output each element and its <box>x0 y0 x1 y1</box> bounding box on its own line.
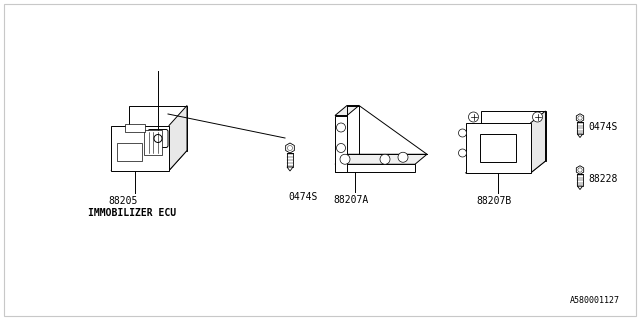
Text: 88205: 88205 <box>108 196 138 206</box>
Text: 0474S: 0474S <box>588 122 618 132</box>
Circle shape <box>287 146 292 150</box>
Circle shape <box>380 154 390 164</box>
Circle shape <box>398 152 408 162</box>
Polygon shape <box>129 106 187 150</box>
FancyBboxPatch shape <box>148 130 168 148</box>
Polygon shape <box>577 134 582 138</box>
Polygon shape <box>287 167 293 171</box>
Polygon shape <box>335 106 359 116</box>
Circle shape <box>578 168 582 172</box>
Circle shape <box>578 116 582 120</box>
Bar <box>117 142 142 161</box>
Circle shape <box>154 134 162 142</box>
Circle shape <box>337 143 346 153</box>
Circle shape <box>458 129 467 137</box>
Polygon shape <box>577 186 582 189</box>
Bar <box>125 124 145 132</box>
Polygon shape <box>347 106 427 162</box>
Circle shape <box>337 123 346 132</box>
Bar <box>577 174 582 186</box>
Text: 88228: 88228 <box>588 174 618 184</box>
Polygon shape <box>111 150 187 171</box>
Circle shape <box>468 112 479 122</box>
Polygon shape <box>335 164 415 172</box>
Text: 0474S: 0474S <box>288 192 317 202</box>
Text: 88207A: 88207A <box>333 195 368 205</box>
Polygon shape <box>285 143 294 153</box>
Bar <box>577 122 582 134</box>
Polygon shape <box>111 125 169 171</box>
Circle shape <box>340 154 350 164</box>
Bar <box>144 130 162 155</box>
Polygon shape <box>576 166 584 174</box>
Polygon shape <box>576 114 584 122</box>
Text: IMMOBILIZER ECU: IMMOBILIZER ECU <box>88 208 176 218</box>
Polygon shape <box>169 106 187 171</box>
Circle shape <box>532 112 543 122</box>
Polygon shape <box>465 123 531 173</box>
Text: A580001127: A580001127 <box>570 296 620 305</box>
Polygon shape <box>481 111 545 161</box>
Polygon shape <box>335 154 427 164</box>
Text: 88207B: 88207B <box>476 196 511 206</box>
Polygon shape <box>335 116 347 172</box>
Polygon shape <box>531 111 545 173</box>
Bar <box>287 153 293 167</box>
Bar <box>480 134 516 162</box>
Polygon shape <box>465 161 545 173</box>
Circle shape <box>458 149 467 157</box>
